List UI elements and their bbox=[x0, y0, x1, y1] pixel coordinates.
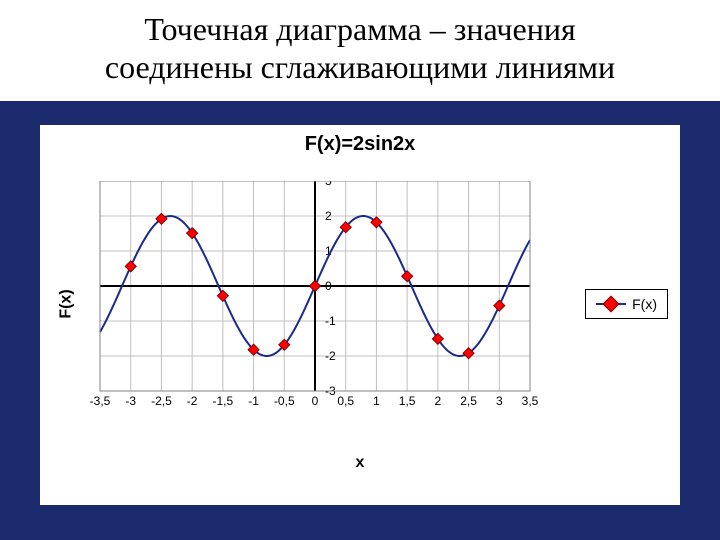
svg-text:0: 0 bbox=[325, 279, 332, 293]
title-line-1: Точечная диаграмма – значения bbox=[144, 11, 575, 47]
svg-text:-2,5: -2,5 bbox=[151, 394, 172, 408]
chart-container: F(x)=2sin2x F(x) -3,5 -3 -2,5 -2 -1,5 -1 -0,5 0… bbox=[40, 125, 680, 505]
svg-text:2: 2 bbox=[325, 209, 332, 223]
svg-text:3: 3 bbox=[496, 394, 503, 408]
legend-marker-icon bbox=[603, 295, 620, 312]
svg-text:0: 0 bbox=[312, 394, 319, 408]
slide: Точечная диаграмма – значения соединены … bbox=[0, 0, 720, 540]
title-line-2: соединены сглаживающими линиями bbox=[105, 49, 615, 85]
svg-text:-2: -2 bbox=[187, 394, 198, 408]
plot-container: F(x) -3,5 -3 -2,5 -2 -1,5 -1 -0,5 0 0,5 1 1,5 2 2,5 3… bbox=[40, 181, 680, 426]
svg-text:-0,5: -0,5 bbox=[274, 394, 295, 408]
svg-text:-3: -3 bbox=[125, 394, 136, 408]
svg-text:-2: -2 bbox=[325, 349, 336, 363]
svg-text:-1: -1 bbox=[248, 394, 259, 408]
slide-title: Точечная диаграмма – значения соединены … bbox=[0, 0, 720, 101]
svg-text:1: 1 bbox=[373, 394, 380, 408]
svg-text:1,5: 1,5 bbox=[399, 394, 416, 408]
chart-title: F(x)=2sin2x bbox=[40, 133, 680, 156]
svg-text:3: 3 bbox=[325, 181, 332, 188]
svg-text:2,5: 2,5 bbox=[460, 394, 477, 408]
chart-svg: -3,5-3-2,5-2-1,5-1-0,500,511,522,533,5-3… bbox=[40, 181, 550, 426]
y-axis-label: F(x) bbox=[58, 289, 76, 318]
x-axis-label: x bbox=[40, 454, 680, 472]
svg-text:-1: -1 bbox=[325, 314, 336, 328]
svg-text:-1,5: -1,5 bbox=[213, 394, 234, 408]
svg-text:-3,5: -3,5 bbox=[90, 394, 111, 408]
legend-line-icon bbox=[596, 303, 626, 305]
legend-label: F(x) bbox=[632, 296, 657, 312]
legend: F(x) bbox=[585, 289, 668, 319]
svg-text:3,5: 3,5 bbox=[522, 394, 539, 408]
svg-text:0,5: 0,5 bbox=[337, 394, 354, 408]
svg-text:2: 2 bbox=[435, 394, 442, 408]
